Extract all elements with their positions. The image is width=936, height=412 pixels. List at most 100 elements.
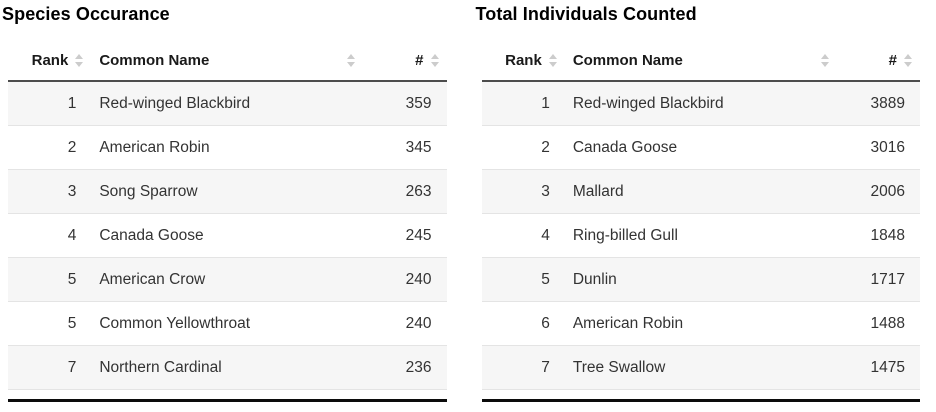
rank-cell: 2 (541, 139, 550, 156)
name-cell: Common Yellowthroat (99, 315, 251, 332)
count-cell: 263 (405, 183, 432, 200)
name-cell: American Robin (572, 315, 684, 332)
sort-descending-arrow-icon (75, 62, 84, 67)
table-header: Rank Common Name # (481, 41, 920, 82)
species-occurrence-title: Species Occurance (2, 4, 170, 24)
table-footer (481, 389, 920, 401)
table-row: 7 Northern Cardinal 236 (8, 345, 447, 390)
sort-ascending-arrow-icon (820, 54, 829, 59)
table-row: 5 Dunlin 1717 (481, 257, 920, 302)
sort-ascending-arrow-icon (904, 54, 912, 59)
column-header-count[interactable]: # (836, 41, 920, 82)
rank-cell: 5 (67, 271, 77, 288)
count-cell: 359 (405, 95, 432, 112)
sort-ascending-arrow-icon (430, 54, 439, 59)
column-header-rank[interactable]: Rank (8, 41, 92, 82)
count-cell: 240 (405, 315, 432, 332)
count-cell: 240 (405, 271, 432, 288)
table-row: 5 Common Yellowthroat 240 (8, 302, 447, 346)
table-row: 5 American Crow 240 (8, 257, 447, 302)
column-header-name[interactable]: Common Name (91, 41, 364, 82)
table-row: 7 Tree Swallow 1475 (481, 345, 920, 390)
sort-icon (75, 54, 84, 67)
rank-cell: 6 (541, 315, 550, 332)
column-label: Rank (31, 52, 69, 69)
rank-cell: 7 (541, 359, 550, 376)
count-cell: 2006 (870, 183, 905, 200)
column-header-name[interactable]: Common Name (564, 41, 837, 82)
sort-icon (820, 54, 829, 67)
count-cell: 345 (405, 139, 432, 156)
total-individuals-section: Total Individuals Counted Rank Common Nam… (476, 2, 920, 412)
sort-descending-arrow-icon (548, 62, 557, 67)
name-cell: American Robin (99, 139, 210, 156)
table-row: 6 American Robin 1488 (481, 302, 920, 346)
column-label: # (888, 52, 897, 69)
sort-icon (430, 54, 439, 67)
table-row: 4 Canada Goose 245 (8, 214, 447, 258)
column-label: # (415, 52, 424, 69)
table-row: 4 Ring-billed Gull 1848 (481, 214, 920, 258)
name-cell: Red-winged Blackbird (572, 95, 724, 112)
footer-spacer-row (481, 389, 920, 401)
table-row: 1 Red-winged Blackbird 3889 (481, 81, 920, 126)
table-footer (8, 389, 447, 401)
sort-descending-arrow-icon (347, 62, 356, 67)
rank-cell: 5 (67, 315, 77, 332)
column-label: Common Name (99, 52, 210, 69)
name-cell: Canada Goose (572, 139, 678, 156)
table-header: Rank Common Name # (8, 41, 447, 82)
rank-cell: 7 (67, 359, 77, 376)
count-cell: 245 (405, 227, 432, 244)
table-row: 3 Mallard 2006 (481, 169, 920, 214)
sort-icon (347, 54, 356, 67)
table-row: 3 Song Sparrow 263 (8, 169, 447, 214)
name-cell: Dunlin (572, 271, 617, 288)
total-individuals-title: Total Individuals Counted (475, 4, 697, 24)
table-row: 2 Canada Goose 3016 (481, 126, 920, 170)
sort-descending-arrow-icon (904, 62, 912, 67)
rank-cell: 3 (67, 183, 77, 200)
count-cell: 236 (405, 359, 432, 376)
sort-descending-arrow-icon (430, 62, 439, 67)
count-cell: 1475 (870, 359, 905, 376)
rank-cell: 1 (541, 95, 550, 112)
rank-cell: 5 (541, 271, 550, 288)
table-body: 1 Red-winged Blackbird 359 2 American Robin 3… (8, 81, 447, 390)
sort-ascending-arrow-icon (347, 54, 356, 59)
name-cell: Canada Goose (99, 227, 204, 244)
sort-ascending-arrow-icon (548, 54, 557, 59)
sort-icon (548, 54, 557, 67)
name-cell: Red-winged Blackbird (99, 95, 251, 112)
species-occurrence-table: Rank Common Name # 1 Red-winged Blackbird 35… (8, 41, 447, 402)
column-header-rank[interactable]: Rank (481, 41, 565, 82)
name-cell: Ring-billed Gull (572, 227, 678, 244)
table-body: 1 Red-winged Blackbird 3889 2 Canada Goose 30… (481, 81, 920, 390)
name-cell: Tree Swallow (572, 359, 666, 376)
species-occurrence-section: Species Occurance Rank Common Name # 1 Red-… (2, 2, 447, 412)
rank-cell: 4 (541, 227, 550, 244)
count-cell: 3016 (870, 139, 905, 156)
count-cell: 1488 (870, 315, 905, 332)
rank-cell: 3 (541, 183, 550, 200)
count-cell: 3889 (870, 95, 905, 112)
column-label: Rank (505, 52, 542, 69)
name-cell: Mallard (572, 183, 624, 200)
rank-cell: 1 (67, 95, 77, 112)
name-cell: American Crow (99, 271, 206, 288)
column-label: Common Name (572, 52, 683, 69)
count-cell: 1717 (870, 271, 905, 288)
sort-ascending-arrow-icon (75, 54, 84, 59)
rank-cell: 4 (67, 227, 77, 244)
sort-icon (904, 54, 912, 67)
table-row: 1 Red-winged Blackbird 359 (8, 81, 447, 126)
rank-cell: 2 (67, 139, 77, 156)
name-cell: Northern Cardinal (99, 359, 222, 376)
sort-descending-arrow-icon (820, 62, 829, 67)
footer-spacer-row (8, 389, 447, 401)
total-individuals-table: Rank Common Name # 1 Red-winged Blackbird 38… (481, 41, 920, 402)
column-header-count[interactable]: # (363, 41, 447, 82)
count-cell: 1848 (870, 227, 905, 244)
table-row: 2 American Robin 345 (8, 126, 447, 170)
